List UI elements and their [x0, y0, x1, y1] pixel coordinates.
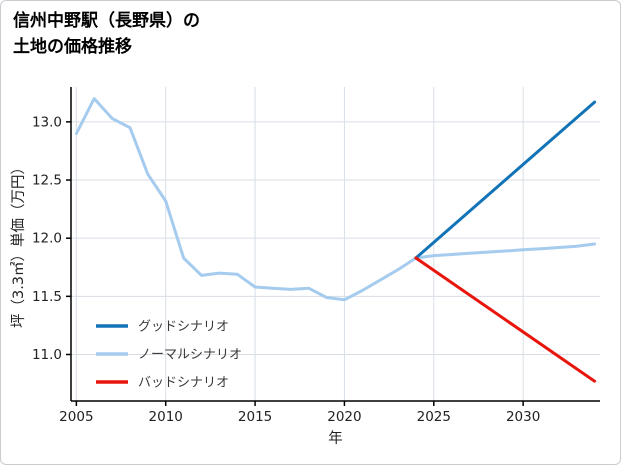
series-line-normal-scenario [74, 97, 597, 302]
y-axis-title: 坪（3.3㎡）単価（万円） [10, 160, 27, 328]
chart-title-line1: 信州中野駅（長野県）の [13, 11, 200, 31]
x-tick-label: 2010 [149, 409, 183, 425]
y-tick-label: 12.0 [32, 231, 62, 247]
legend-label-good-scenario: グッドシナリオ [138, 320, 229, 335]
x-tick-label: 2005 [59, 409, 93, 425]
y-tick-label: 13.0 [32, 114, 62, 130]
x-tick-label: 2030 [506, 409, 540, 425]
x-tick-label: 2025 [417, 409, 451, 425]
y-tick-label: 12.5 [32, 173, 62, 189]
y-tick-label: 11.0 [32, 347, 62, 363]
x-tick-label: 2015 [238, 409, 272, 425]
y-tick-label: 11.5 [32, 289, 62, 305]
chart-title-line2: 土地の価格推移 [13, 36, 132, 57]
series-line-good-scenario [414, 100, 597, 260]
x-tick-label: 2020 [327, 409, 361, 425]
legend-label-bad-scenario: バッドシナリオ [138, 376, 229, 391]
x-axis-title: 年 [328, 430, 343, 447]
series-line-bad-scenario [414, 256, 597, 383]
chart-title: 信州中野駅（長野県）の 土地の価格推移 [13, 9, 200, 60]
legend-label-normal-scenario: ノーマルシナリオ [138, 348, 242, 363]
